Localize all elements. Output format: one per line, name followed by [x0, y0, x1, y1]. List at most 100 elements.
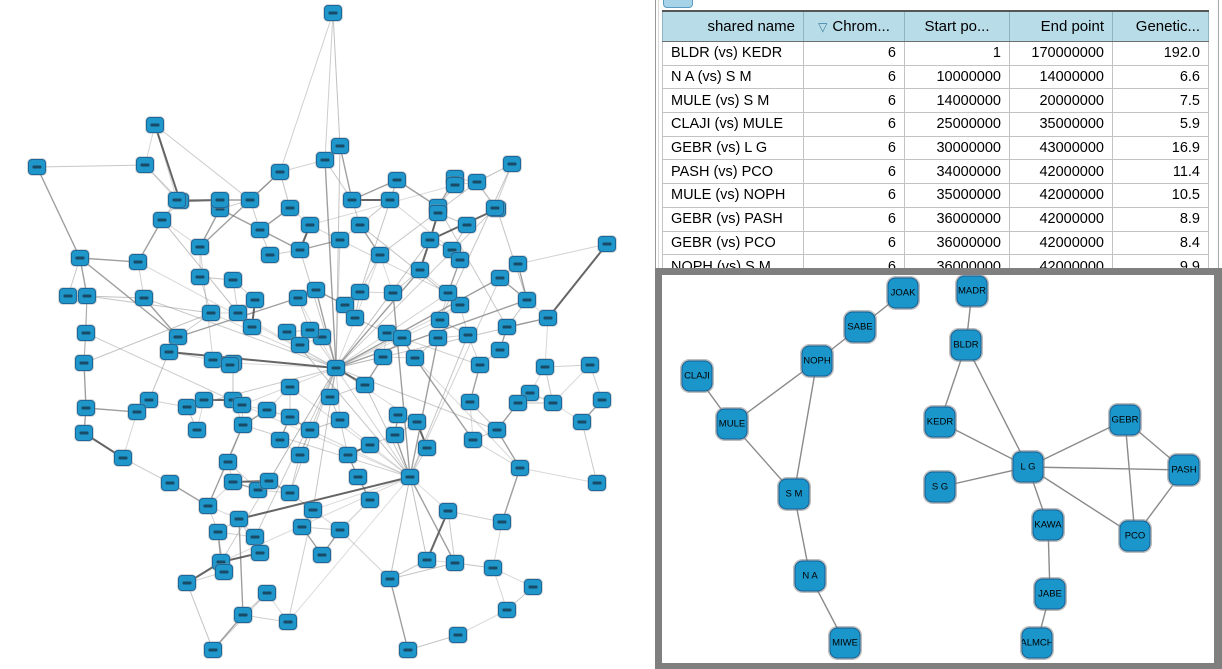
graph-node[interactable]: ALMCH: [1021, 627, 1053, 659]
graph-node[interactable]: [301, 422, 319, 438]
graph-node[interactable]: [327, 360, 345, 376]
graph-node[interactable]: [136, 157, 154, 173]
graph-node[interactable]: [271, 432, 289, 448]
table-cell[interactable]: 10000000: [904, 64, 1010, 90]
graph-node[interactable]: [371, 247, 389, 263]
table-cell[interactable]: 6.6: [1112, 64, 1209, 90]
graph-node[interactable]: [233, 397, 251, 413]
graph-node[interactable]: [593, 392, 611, 408]
graph-node[interactable]: [199, 498, 217, 514]
table-row[interactable]: GEBR (vs) PCO 6 36000000 42000000 8.4: [662, 230, 1209, 256]
graph-node[interactable]: [77, 400, 95, 416]
graph-node[interactable]: [518, 292, 536, 308]
table-cell[interactable]: 43000000: [1009, 135, 1113, 161]
graph-node[interactable]: [449, 627, 467, 643]
table-cell[interactable]: 8.9: [1112, 206, 1209, 232]
graph-node[interactable]: [271, 164, 289, 180]
graph-node[interactable]: [28, 159, 46, 175]
graph-node[interactable]: [464, 432, 482, 448]
graph-node[interactable]: [281, 200, 299, 216]
table-cell[interactable]: 6: [803, 41, 905, 66]
graph-node[interactable]: N A: [794, 560, 826, 592]
table-cell[interactable]: 10.5: [1112, 183, 1209, 208]
table-cell[interactable]: 14000000: [904, 88, 1010, 114]
graph-node[interactable]: [598, 236, 616, 252]
graph-node[interactable]: [429, 330, 447, 346]
graph-node[interactable]: [446, 555, 464, 571]
graph-node[interactable]: [251, 222, 269, 238]
graph-node[interactable]: [153, 212, 171, 228]
graph-node[interactable]: [491, 270, 509, 286]
graph-node[interactable]: [191, 239, 209, 255]
table-cell[interactable]: 42000000: [1009, 230, 1113, 256]
graph-node[interactable]: [129, 254, 147, 270]
table-cell[interactable]: 35000000: [1009, 112, 1113, 137]
graph-node[interactable]: [324, 5, 342, 21]
table-cell[interactable]: 16.9: [1112, 135, 1209, 161]
graph-node[interactable]: [234, 607, 252, 623]
graph-node[interactable]: [461, 394, 479, 410]
graph-node[interactable]: KEDR: [924, 406, 956, 438]
graph-node[interactable]: [439, 285, 457, 301]
graph-node[interactable]: S M: [778, 478, 810, 510]
graph-node[interactable]: [573, 414, 591, 430]
graph-node[interactable]: [458, 217, 476, 233]
graph-node[interactable]: [503, 156, 521, 172]
table-cell[interactable]: 42000000: [1009, 206, 1113, 232]
graph-node[interactable]: [498, 602, 516, 618]
table-cell[interactable]: 30000000: [904, 135, 1010, 161]
table-cell[interactable]: 42000000: [1009, 183, 1113, 208]
table-cell[interactable]: 7.5: [1112, 88, 1209, 114]
detail-network-canvas[interactable]: JOAK MADR SABE NOPH CLAJI MULE BLDR KEDR GEBR L G…: [662, 275, 1214, 663]
table-row[interactable]: N A (vs) S M 6 10000000 14000000 6.6: [662, 64, 1209, 90]
graph-node[interactable]: [246, 292, 264, 308]
graph-node[interactable]: MADR: [956, 275, 988, 307]
table-cell[interactable]: GEBR (vs) PASH: [662, 206, 804, 232]
table-cell[interactable]: N A (vs) S M: [662, 64, 804, 90]
table-cell[interactable]: 6: [803, 112, 905, 137]
graph-node[interactable]: [336, 297, 354, 313]
graph-node[interactable]: [389, 407, 407, 423]
graph-node[interactable]: [215, 564, 233, 580]
graph-node[interactable]: [431, 312, 449, 328]
graph-node[interactable]: [388, 172, 406, 188]
graph-node[interactable]: [260, 473, 278, 489]
graph-node[interactable]: [224, 474, 242, 490]
table-cell[interactable]: 8.4: [1112, 230, 1209, 256]
graph-node[interactable]: [361, 437, 379, 453]
table-row[interactable]: GEBR (vs) L G 6 30000000 43000000 16.9: [662, 135, 1209, 161]
graph-node[interactable]: [459, 327, 477, 343]
graph-node[interactable]: [293, 519, 311, 535]
table-row[interactable]: PASH (vs) PCO 6 34000000 42000000 11.4: [662, 159, 1209, 185]
graph-node[interactable]: [135, 290, 153, 306]
table-row[interactable]: MULE (vs) NOPH 6 35000000 42000000 10.5: [662, 183, 1209, 208]
table-row[interactable]: MULE (vs) S M 6 14000000 20000000 7.5: [662, 88, 1209, 114]
table-cell[interactable]: 14000000: [1009, 64, 1113, 90]
graph-node[interactable]: PCO: [1119, 520, 1151, 552]
graph-node[interactable]: [401, 469, 419, 485]
graph-node[interactable]: PASH: [1168, 454, 1200, 486]
graph-node[interactable]: [281, 379, 299, 395]
graph-node[interactable]: [178, 399, 196, 415]
graph-node[interactable]: [381, 571, 399, 587]
table-cell[interactable]: 11.4: [1112, 159, 1209, 185]
graph-node[interactable]: [168, 192, 186, 208]
graph-node[interactable]: [291, 242, 309, 258]
table-cell[interactable]: 6: [803, 88, 905, 114]
graph-node[interactable]: CLAJI: [681, 360, 713, 392]
graph-node[interactable]: KAWA: [1032, 509, 1064, 541]
graph-node[interactable]: [386, 427, 404, 443]
graph-node[interactable]: [321, 389, 339, 405]
table-row[interactable]: CLAJI (vs) MULE 6 25000000 35000000 5.9: [662, 112, 1209, 137]
graph-node[interactable]: GEBR: [1109, 404, 1141, 436]
graph-node[interactable]: [78, 288, 96, 304]
graph-node[interactable]: [195, 392, 213, 408]
graph-node[interactable]: [343, 192, 361, 208]
graph-node[interactable]: [291, 337, 309, 353]
graph-node[interactable]: [191, 269, 209, 285]
graph-node[interactable]: [339, 447, 357, 463]
graph-node[interactable]: [202, 305, 220, 321]
graph-node[interactable]: [161, 475, 179, 491]
graph-node[interactable]: [246, 529, 264, 545]
graph-node[interactable]: MULE: [716, 408, 748, 440]
